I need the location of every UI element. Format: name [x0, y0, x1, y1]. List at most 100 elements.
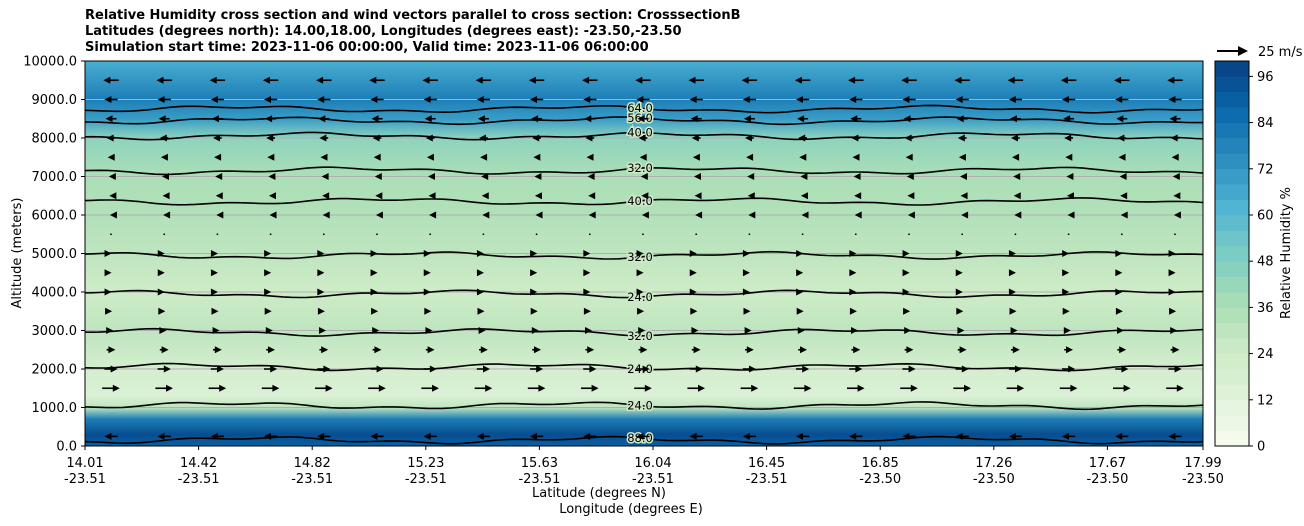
wind-vector — [689, 250, 697, 257]
wind-vector — [208, 384, 227, 392]
wind-vector-head — [583, 96, 591, 103]
wind-vector-head — [743, 307, 751, 315]
wind-vector — [476, 96, 490, 103]
wind-vector-head — [1174, 365, 1182, 373]
wind-vector-head — [1062, 96, 1069, 103]
wind-vector-head — [264, 250, 272, 257]
wind-vector-head — [800, 346, 807, 354]
wind-vector-head — [1060, 76, 1068, 84]
wind-vector — [481, 173, 489, 180]
colorbar-tick-label: 24 — [1257, 347, 1274, 362]
wind-vector-head — [1065, 153, 1073, 161]
wind-vector-head — [1115, 250, 1123, 257]
wind-vector — [1060, 76, 1077, 84]
wind-vector-head — [1119, 173, 1127, 180]
wind-vector-head — [904, 134, 912, 142]
wind-vector-head — [272, 384, 280, 392]
wind-vector-head — [422, 76, 430, 84]
wind-vector — [264, 432, 278, 440]
wind-vector — [955, 365, 969, 373]
wind-vector — [1168, 269, 1176, 277]
x-tick-label-lon: -23.50 — [859, 472, 901, 487]
wind-vector — [849, 269, 857, 277]
wind-vector — [1115, 269, 1123, 277]
wind-vector — [1059, 384, 1078, 392]
wind-vector-head — [1062, 307, 1070, 315]
wind-vector — [215, 173, 223, 180]
wind-vector — [531, 327, 539, 334]
wind-vector-head — [217, 365, 224, 373]
wind-vector — [1120, 192, 1128, 200]
wind-vector-head — [158, 307, 166, 315]
wind-vector — [902, 365, 916, 373]
wind-vector-head — [318, 115, 326, 123]
wind-vector — [215, 192, 223, 200]
wind-vector-head — [903, 115, 911, 123]
x-axis-label-lat: Latitude (degrees N) — [532, 486, 666, 501]
wind-vector-head — [742, 288, 750, 296]
wind-vector-head — [1168, 250, 1176, 257]
wind-vector-head — [210, 96, 218, 103]
wind-vector-head — [106, 134, 114, 142]
wind-vector — [849, 96, 863, 103]
y-tick-label: 4000.0 — [32, 286, 78, 301]
colorbar-tick-label: 12 — [1257, 393, 1274, 408]
wind-vector — [533, 153, 541, 161]
wind-vector — [210, 432, 224, 440]
wind-vector — [109, 211, 117, 219]
contour-label: 32.0 — [627, 329, 653, 343]
wind-vector — [1170, 327, 1178, 334]
wind-vector — [535, 233, 538, 236]
wind-vector-head — [902, 269, 910, 277]
wind-vector-head — [1118, 153, 1126, 161]
wind-vector-head — [1115, 96, 1123, 103]
wind-vector-head — [219, 384, 227, 392]
wind-vector — [1011, 134, 1020, 142]
wind-vector — [480, 153, 488, 161]
wind-vector-head — [1169, 115, 1177, 123]
wind-vector — [853, 173, 861, 180]
wind-vector — [907, 192, 915, 200]
wind-vector-head — [693, 346, 701, 354]
wind-vector — [956, 115, 968, 123]
wind-vector — [370, 250, 378, 257]
wind-vector — [474, 384, 493, 392]
wind-vector-head — [583, 269, 591, 277]
wind-vector-head — [857, 384, 865, 392]
wind-vector-head — [322, 211, 330, 219]
wind-vector — [106, 134, 116, 142]
wind-vector-head — [583, 288, 591, 296]
wind-vector — [159, 327, 167, 334]
wind-vector — [960, 192, 968, 200]
wind-vector — [849, 432, 863, 440]
wind-vector-head — [849, 307, 857, 315]
wind-vector-head — [319, 327, 326, 334]
wind-vector-head — [323, 365, 331, 373]
wind-vector-head — [371, 307, 379, 315]
wind-vector — [796, 365, 810, 373]
wind-vector — [317, 250, 325, 257]
wind-vector — [636, 96, 650, 103]
wind-vector — [637, 115, 649, 123]
wind-vector — [319, 346, 329, 354]
wind-vector — [584, 115, 596, 123]
wind-vector-head — [636, 269, 644, 277]
y-tick-label: 8000.0 — [32, 132, 78, 147]
wind-vector-head — [268, 346, 275, 354]
wind-vector — [636, 269, 644, 277]
wind-vector — [797, 115, 809, 123]
x-tick-label-lon: -23.50 — [1086, 472, 1128, 487]
wind-vector — [476, 432, 490, 440]
wind-vector-head — [105, 115, 113, 123]
wind-vector — [267, 153, 275, 161]
wind-vector — [1168, 432, 1182, 440]
wind-vector — [742, 96, 756, 103]
colorbar-tick-label: 60 — [1257, 209, 1274, 224]
wind-vector — [1062, 288, 1070, 296]
wind-vector — [642, 233, 644, 236]
wind-vector-head — [1168, 269, 1176, 277]
wind-vector — [583, 96, 597, 103]
wind-vector — [583, 250, 591, 257]
wind-vector — [742, 432, 756, 440]
wind-vector-head — [266, 134, 274, 142]
